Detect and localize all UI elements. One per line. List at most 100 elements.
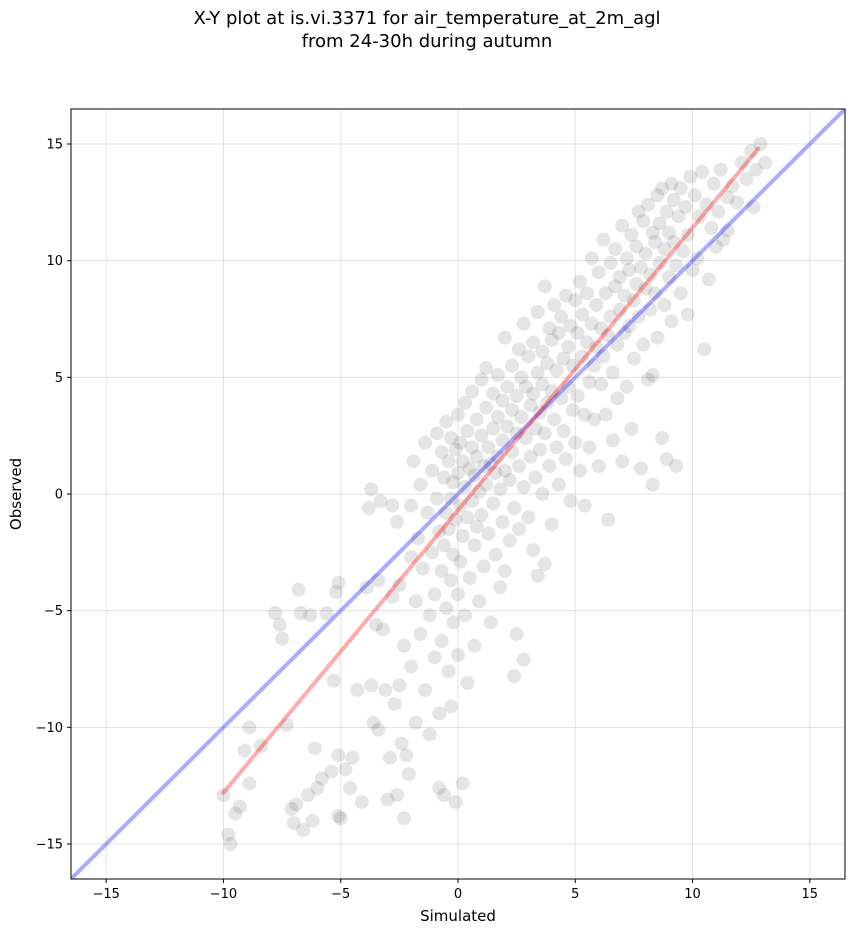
x-tick-label: 0 (454, 887, 462, 902)
data-point (558, 452, 573, 466)
data-point (232, 799, 247, 814)
data-point (397, 638, 412, 653)
data-point (474, 428, 489, 443)
data-point (432, 706, 447, 721)
data-point (418, 683, 433, 697)
data-point (685, 263, 700, 277)
data-point (479, 477, 494, 492)
data-point (490, 449, 505, 464)
data-point (631, 204, 646, 219)
data-point (422, 727, 437, 742)
data-point (591, 459, 606, 473)
data-point (523, 398, 538, 413)
data-point (253, 739, 268, 753)
data-point (467, 468, 482, 483)
data-point (284, 802, 299, 816)
data-point (507, 501, 522, 515)
data-point (474, 508, 489, 522)
data-point (371, 573, 386, 588)
data-point (537, 557, 552, 571)
data-point (633, 260, 648, 275)
data-point (434, 564, 449, 578)
data-point (699, 197, 714, 212)
data-point (664, 176, 679, 191)
data-point (533, 405, 548, 420)
data-point (594, 321, 609, 336)
data-point (706, 176, 721, 191)
data-point (408, 594, 423, 609)
data-point (443, 573, 458, 588)
data-point (237, 743, 252, 758)
data-point (610, 391, 625, 406)
data-point (413, 477, 428, 492)
data-point (275, 631, 290, 646)
data-point (486, 421, 501, 436)
data-point (676, 244, 691, 259)
data-point (601, 328, 616, 343)
data-point (404, 659, 419, 674)
data-point (345, 750, 360, 765)
data-point (324, 764, 339, 779)
data-point (711, 204, 726, 219)
data-point (549, 363, 564, 378)
data-point (460, 510, 475, 525)
data-point (502, 533, 517, 548)
data-point (272, 617, 287, 632)
data-point (535, 344, 550, 359)
data-point (390, 515, 405, 529)
y-tick-label: 15 (46, 138, 63, 153)
data-point (378, 683, 393, 697)
data-point (709, 239, 723, 254)
data-point (469, 412, 484, 427)
regression-line (221, 146, 761, 795)
data-point (657, 298, 672, 312)
data-point (399, 748, 414, 763)
data-point (516, 652, 531, 667)
data-point (385, 589, 400, 604)
data-point (460, 424, 475, 438)
data-point (451, 587, 465, 602)
data-point (556, 424, 571, 438)
data-point (544, 384, 559, 399)
data-point (413, 627, 428, 641)
data-point (582, 440, 597, 455)
grid (71, 109, 845, 879)
data-point (619, 251, 634, 266)
data-point (631, 309, 646, 324)
data-point (504, 445, 519, 459)
data-point (636, 214, 651, 228)
data-point (434, 445, 449, 459)
data-point (439, 601, 454, 616)
data-point (572, 274, 587, 289)
data-point (662, 270, 677, 284)
data-point (432, 524, 447, 539)
data-point (446, 475, 461, 490)
data-point (497, 564, 512, 578)
data-point (605, 433, 620, 448)
data-point (448, 795, 463, 809)
data-point (486, 496, 501, 511)
data-point (455, 529, 470, 543)
data-point (465, 494, 480, 508)
data-point (331, 575, 346, 590)
data-point (493, 482, 508, 497)
data-point (652, 256, 667, 270)
data-point (514, 410, 529, 424)
data-point (746, 200, 761, 214)
data-point (713, 162, 728, 177)
x-tick-label: 15 (802, 887, 819, 902)
data-point (511, 459, 526, 473)
data-point (659, 452, 674, 466)
data-point (385, 498, 400, 513)
data-point (359, 580, 374, 595)
data-point (338, 762, 353, 777)
data-point (331, 809, 346, 823)
data-point (521, 510, 536, 525)
data-point (467, 638, 482, 653)
data-point (509, 627, 524, 641)
data-point (565, 358, 580, 373)
data-point (568, 293, 583, 308)
data-point (652, 216, 667, 231)
data-point (502, 473, 517, 487)
